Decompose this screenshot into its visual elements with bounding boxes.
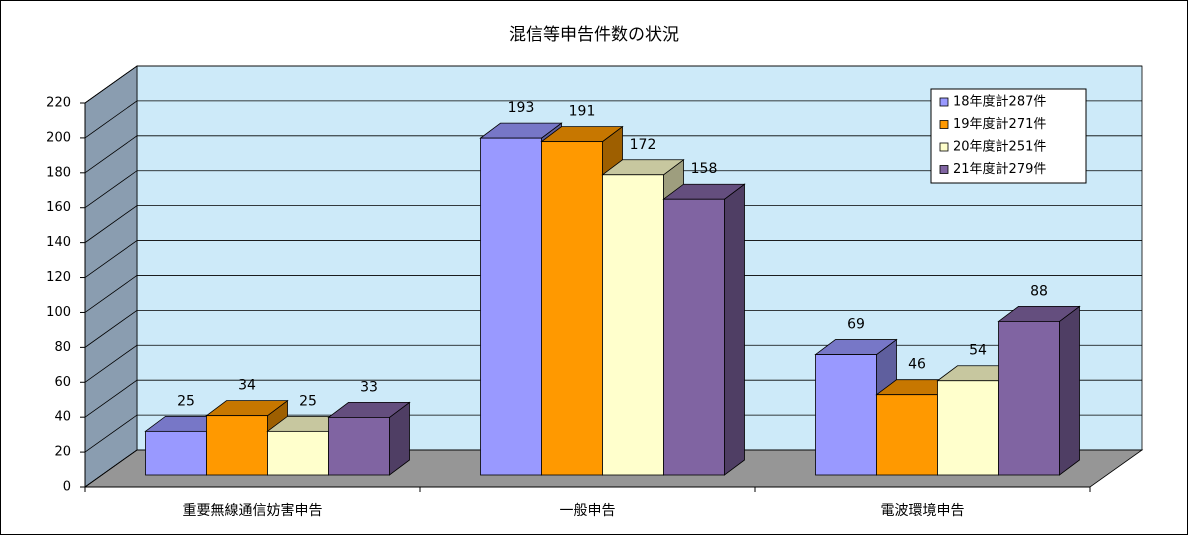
legend-label: 18年度計287件 (953, 94, 1046, 110)
bar-front (663, 198, 725, 476)
bar (662, 183, 746, 476)
grid-line (84, 309, 1142, 348)
grid-line (84, 344, 1142, 383)
bar-front (267, 430, 329, 476)
legend-box (930, 88, 1087, 184)
data-label: 172 (630, 137, 657, 153)
y-tick-label: 200 (46, 130, 71, 145)
y-tick-label: 160 (46, 200, 71, 215)
x-tick-label: 電波環境申告 (881, 503, 965, 519)
y-tick-label: 20 (54, 445, 71, 460)
y-tick-label: 100 (46, 305, 71, 320)
legend-label: 19年度計271件 (953, 116, 1046, 132)
y-tick-label: 0 (63, 480, 71, 495)
grid-line (84, 205, 1142, 243)
grid-line (84, 240, 1142, 278)
data-label: 69 (847, 317, 865, 333)
y-tick-label: 60 (54, 375, 71, 390)
bar-front (937, 380, 999, 476)
grid-line (84, 379, 1142, 418)
side-wall (84, 65, 138, 488)
bar (814, 338, 898, 476)
grid-line (84, 449, 1142, 488)
x-tick-label: 重要無線通信妨害申告 (183, 503, 323, 519)
grid-line (84, 135, 1142, 174)
legend-swatch (939, 165, 949, 174)
grid-line (84, 65, 1142, 104)
legend-label: 21年度計279件 (953, 161, 1046, 177)
bar-front (480, 137, 542, 476)
bar (997, 305, 1081, 476)
y-tick-label: 120 (46, 270, 71, 285)
data-label: 88 (1030, 283, 1048, 299)
legend-swatch (939, 142, 949, 152)
data-label: 158 (691, 161, 718, 177)
legend-swatch (939, 97, 949, 107)
bar-front (998, 320, 1060, 476)
grid-line (84, 275, 1142, 313)
bar-front (328, 416, 390, 476)
y-tick-label: 220 (46, 96, 71, 111)
grid-line (84, 100, 1142, 139)
bar-front (145, 430, 207, 476)
bar-side (1059, 305, 1080, 476)
bar-front (541, 141, 603, 476)
data-label: 25 (177, 393, 195, 409)
chart-title: 混信等申告件数の状況 (509, 25, 679, 45)
data-label: 25 (299, 393, 317, 409)
bar-front (876, 394, 938, 476)
y-tick-label: 40 (54, 410, 71, 425)
data-label: 54 (969, 343, 987, 359)
bar-front (206, 415, 268, 476)
grid-line (84, 414, 1142, 453)
data-label: 33 (360, 379, 378, 395)
y-tick-label: 140 (46, 235, 71, 250)
bar-side (724, 183, 745, 476)
data-label: 193 (508, 100, 535, 116)
bar (327, 401, 411, 476)
data-label: 34 (238, 378, 256, 394)
bar-front (602, 174, 664, 476)
legend: 18年度計287件 19年度計271件 20年度計251件 21年度計279件 (930, 88, 1087, 184)
x-tick-label: 一般申告 (560, 503, 616, 519)
bar-front (815, 354, 877, 476)
legend-swatch (939, 120, 949, 129)
data-label: 46 (908, 357, 926, 373)
y-tick-label: 180 (46, 165, 71, 180)
legend-label: 20年度計251件 (953, 139, 1046, 155)
y-tick-label: 80 (54, 340, 71, 355)
data-label: 191 (569, 104, 596, 120)
grid-line (84, 170, 1142, 209)
